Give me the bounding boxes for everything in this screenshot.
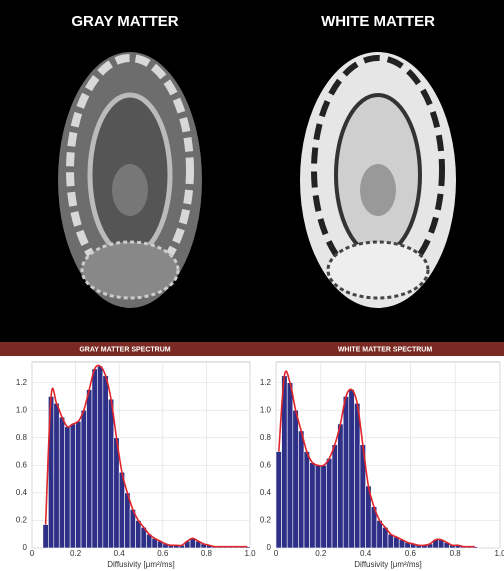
histogram-bar [92,369,97,548]
y-tick-label: 0.6 [260,460,272,469]
histogram-bar [59,417,64,548]
x-tick-label: 0.8 [201,549,213,558]
y-tick-label: 0.6 [16,460,28,469]
histogram-bar [354,403,360,548]
x-tick-label: 0.2 [315,549,327,558]
histogram-bar [332,445,338,548]
gray-matter-image [58,52,202,308]
histogram-bar [349,390,355,548]
histogram-bar [304,452,310,548]
x-tick-label: 0.4 [114,549,126,558]
histogram-bar [103,376,108,548]
y-tick-label: 1.2 [260,378,272,387]
x-tick-label: 0.8 [450,549,462,558]
white-matter-image [300,52,456,308]
y-tick-label: 0.8 [16,433,28,442]
y-tick-label: 0 [23,543,28,552]
chart-title: WHITE MATTER SPECTRUM [338,346,433,353]
x-tick-label: 0.6 [157,549,169,558]
histogram-bar [136,520,141,548]
x-tick-label: 0.2 [70,549,82,558]
histogram-bar [87,390,92,548]
y-tick-label: 0.4 [16,488,28,497]
y-tick-label: 0.4 [260,488,272,497]
histogram-bar [287,383,293,548]
histogram-bar [65,427,70,548]
histogram-bar [377,520,383,548]
histogram-bar [338,424,344,548]
y-tick-label: 0.2 [16,516,28,525]
histogram-bar [43,525,48,548]
histogram-bar [97,366,102,548]
x-axis-label: Diffusivity [μm²/ms] [354,560,422,569]
y-tick-label: 1.0 [16,405,28,414]
histogram-bar [76,421,81,548]
histogram-bar [298,431,304,548]
histogram-bar [293,410,299,548]
histogram-bar [326,458,332,548]
histogram-bar [70,424,75,548]
x-tick-label: 0.6 [405,549,417,558]
y-tick-label: 0.8 [260,433,272,442]
x-tick-label: 0.4 [360,549,372,558]
histogram-bar [310,463,316,548]
x-tick-label: 1.0 [244,549,256,558]
histogram-bar [108,399,113,548]
figure: GRAY MATTER WHITE MATTER 0 0.2 0.4 0.6 0.8 1.… [0,0,504,571]
y-tick-label: 0 [267,543,272,552]
histogram-bar [315,465,321,548]
panel-title: WHITE MATTER [321,13,435,30]
x-tick-label: 1.0 [494,549,504,558]
x-axis-label: Diffusivity [μm²/ms] [107,560,175,569]
y-tick-label: 0.2 [260,516,272,525]
histogram-bar [276,452,282,548]
page: {"header": {"left_title": "GRAY MATTER",… [0,0,504,571]
panel-title: GRAY MATTER [71,13,178,30]
histogram-bar [321,465,327,548]
x-tick-label: 0 [30,549,35,558]
histogram-bar [54,403,59,548]
chart-title: GRAY MATTER SPECTRUM [79,346,170,353]
histogram-bar [343,396,349,548]
y-tick-label: 1.0 [260,405,272,414]
histogram-bar [81,410,86,548]
y-tick-label: 1.2 [16,378,28,387]
x-tick-label: 0 [274,549,279,558]
